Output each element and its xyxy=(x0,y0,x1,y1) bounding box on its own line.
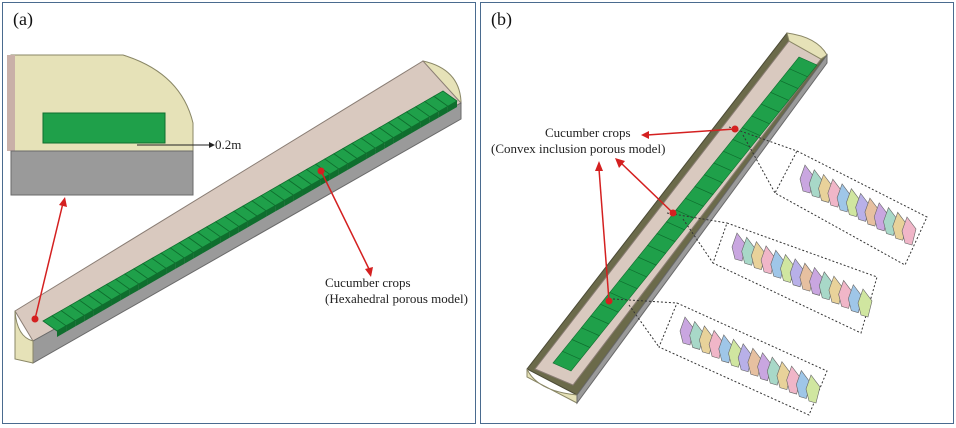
convex-stone xyxy=(805,374,821,404)
crop-block-side xyxy=(229,226,239,238)
convex-inclusion-stones-top xyxy=(799,164,917,246)
crop-block-side xyxy=(384,137,394,149)
ground-slab-b xyxy=(576,53,828,405)
crop-block-side xyxy=(220,231,230,243)
crop-block-side xyxy=(75,315,85,327)
crop-block xyxy=(789,56,818,78)
crop-block-side xyxy=(284,195,294,207)
crop-block-side xyxy=(293,189,303,202)
crop-block-side xyxy=(420,116,430,128)
zoom-box-top xyxy=(728,126,928,266)
crop-block-side xyxy=(93,304,103,317)
crop-block-side xyxy=(366,148,376,160)
crop-block-side xyxy=(102,299,112,311)
panel-a-hexahedral-model: (a) 0.2m Cucumber crops (Hexahedral poro… xyxy=(2,2,476,424)
arrows-crop-label-b xyxy=(595,125,739,305)
crop-block-side xyxy=(166,263,176,275)
crop-label-a-line2: (Hexahedral porous model) xyxy=(325,291,468,306)
zoom-box-bottom xyxy=(612,298,828,416)
panel-a-drawing xyxy=(7,54,462,364)
panel-b-convex-inclusion-model: (b) Cucumber crops (Convex inclusion por… xyxy=(480,2,954,424)
crop-block-side xyxy=(138,278,148,290)
panel-b-drawing xyxy=(526,32,928,416)
crop-label-a-line1: Cucumber crops xyxy=(325,275,411,290)
crop-block-side xyxy=(120,289,130,301)
crop-block-side xyxy=(311,179,321,191)
crop-block-side xyxy=(338,163,348,175)
crop-block-side xyxy=(175,257,185,270)
arrow-crop-label-a xyxy=(317,167,373,277)
convex-stone xyxy=(857,288,873,318)
crop-block-side xyxy=(411,121,421,134)
crop-block-side xyxy=(375,142,385,155)
convex-inclusion-stones-bottom xyxy=(679,316,821,404)
crop-label-b-line1: Cucumber crops xyxy=(545,125,631,140)
crop-label-b-line2: (Convex inclusion porous model) xyxy=(491,141,666,156)
tunnel-end-arch-left xyxy=(14,310,34,364)
crop-block-side xyxy=(211,236,221,249)
crop-block-side xyxy=(238,221,248,233)
crop-row-convex xyxy=(552,56,818,372)
crop-block-side xyxy=(257,210,267,222)
zoom-box-middle xyxy=(666,212,878,334)
crop-block-side xyxy=(438,106,448,118)
crop-block-side xyxy=(247,216,257,228)
crop-block-side xyxy=(447,101,457,113)
panel-b-label: (b) xyxy=(491,9,512,29)
crop-block-side xyxy=(402,127,412,139)
crop-block-side xyxy=(266,205,276,217)
crop-block-side xyxy=(302,184,312,196)
cross-section-inset xyxy=(7,54,215,196)
crop-block-side xyxy=(393,132,403,144)
crop-row-hexahedral xyxy=(42,90,458,337)
crop-block-side xyxy=(357,153,367,165)
crop-block-side xyxy=(275,200,285,212)
panel-a-label: (a) xyxy=(13,9,33,29)
crop-block-side xyxy=(129,283,139,296)
crop-block-side xyxy=(111,294,121,306)
crop-block-side xyxy=(157,268,167,280)
crop-block-side xyxy=(147,273,157,285)
crop-block-side xyxy=(57,325,67,337)
crop-block-side xyxy=(184,252,194,264)
crop-block-side xyxy=(202,242,212,254)
arrow-inset-to-tunnel xyxy=(31,197,67,323)
crop-block-side xyxy=(193,247,203,259)
crop-block-side xyxy=(84,310,94,322)
inset-crop-block xyxy=(42,112,166,144)
crop-block-side xyxy=(429,111,439,123)
convex-inclusion-stones-middle xyxy=(731,232,873,318)
convex-stone xyxy=(901,216,917,246)
tunnel-end-arch-top xyxy=(786,32,828,60)
dimension-label: 0.2m xyxy=(215,137,242,152)
crop-block-side xyxy=(329,168,339,181)
crop-block-side xyxy=(66,320,76,332)
crop-block-side xyxy=(347,158,357,170)
